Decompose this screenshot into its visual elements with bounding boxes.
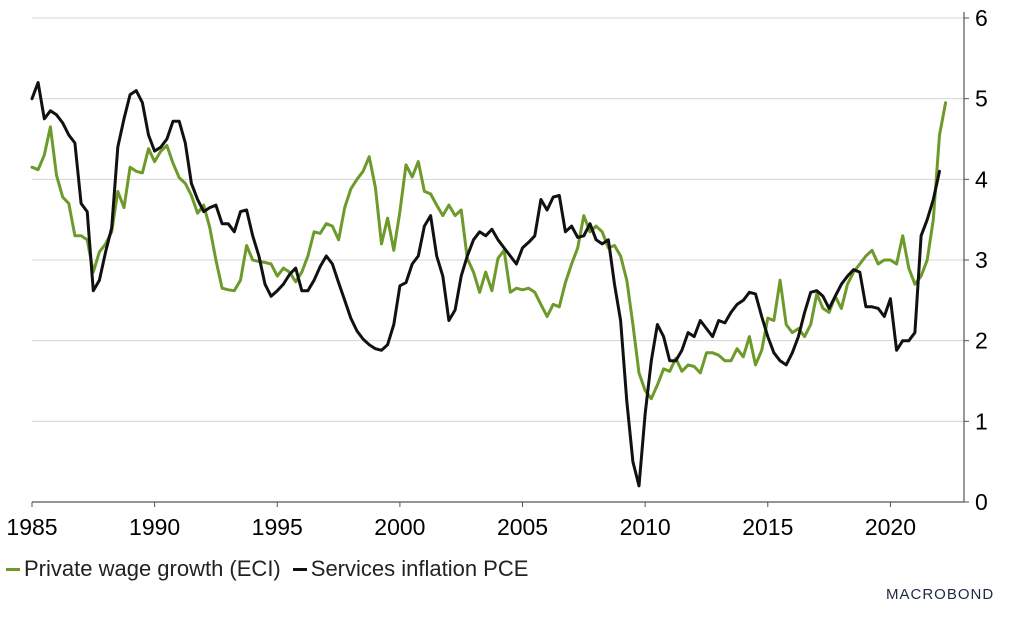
y-tick-label-0: 0 xyxy=(975,489,988,515)
axes xyxy=(32,12,965,503)
x-tick-label-2015: 2015 xyxy=(742,514,793,540)
logo-text: MACROBOND xyxy=(886,586,995,603)
x-tick-label-1995: 1995 xyxy=(252,514,303,540)
legend-label-services-inflation: Services inflation PCE xyxy=(310,556,529,581)
macrobond-logo: MACROBOND xyxy=(886,586,996,608)
x-tick-label-2000: 2000 xyxy=(374,514,425,540)
legend-label-wage-growth: Private wage growth (ECI) xyxy=(24,556,281,581)
series-line-wage-growth xyxy=(30,101,948,401)
y-tick-label-5: 5 xyxy=(975,86,988,112)
x-tick-label-1990: 1990 xyxy=(129,514,180,540)
x-tick-labels: 1985 1990 1995 2000 2005 2010 2015 2020 xyxy=(6,502,916,540)
series-lines xyxy=(30,81,948,488)
gridlines xyxy=(32,17,964,422)
legend-swatch-services-inflation xyxy=(292,567,307,571)
legend-swatch-wage-growth xyxy=(6,567,20,571)
legend-item-wage-growth: Private wage growth (ECI) xyxy=(6,556,281,582)
x-tick-label-2020: 2020 xyxy=(865,514,916,540)
y-tick-label-4: 4 xyxy=(975,166,988,192)
series-line-services-inflation xyxy=(30,81,941,488)
x-tick-label-2005: 2005 xyxy=(497,514,548,540)
line-chart: 0 1 2 3 4 5 6 1985 1990 1995 2000 2005 2010 2015 2020 xyxy=(6,5,988,540)
x-tick-label-2010: 2010 xyxy=(620,514,671,540)
y-tick-label-2: 2 xyxy=(975,328,988,354)
x-tick-label-1985: 1985 xyxy=(6,514,57,540)
y-tick-labels: 0 1 2 3 4 5 6 xyxy=(964,5,988,515)
y-tick-label-6: 6 xyxy=(975,5,988,31)
legend-item-services-inflation: Services inflation PCE xyxy=(292,556,529,582)
y-tick-label-3: 3 xyxy=(975,247,988,273)
legend: Private wage growth (ECI) Services infla… xyxy=(6,553,540,585)
y-tick-label-1: 1 xyxy=(975,408,988,434)
